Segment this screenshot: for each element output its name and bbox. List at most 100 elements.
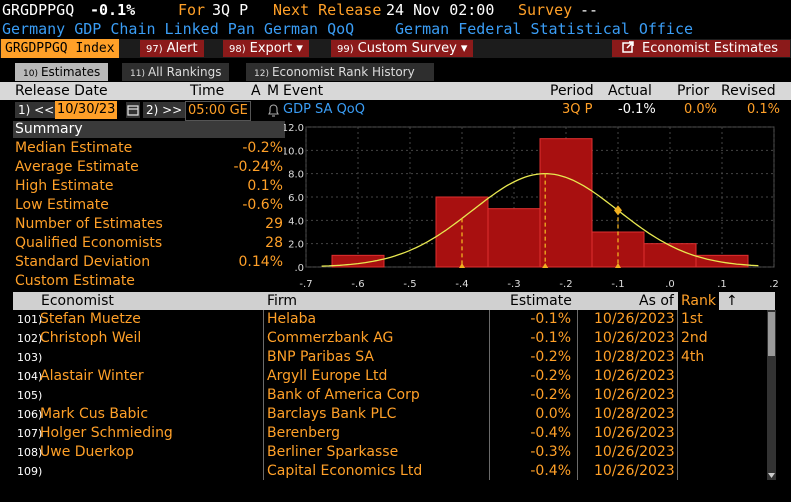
release-tz: GE xyxy=(229,103,248,118)
economist-estimates-button[interactable]: Economist Estimates xyxy=(612,40,790,57)
table-scrollbar[interactable] xyxy=(767,310,776,480)
row-number: 105) xyxy=(17,389,43,402)
prev-date-button[interactable]: 1) << xyxy=(15,102,58,118)
next-date-button[interactable]: 2) >> xyxy=(143,102,186,118)
row-firm[interactable]: Capital Economics Ltd xyxy=(267,463,423,479)
row-as-of: 10/26/2023 xyxy=(594,330,675,346)
row-estimate: -0.2% xyxy=(530,368,571,384)
index-ticker-box[interactable]: GRGDPPGQ Index xyxy=(1,39,119,58)
summary-value: -0.6% xyxy=(242,197,283,213)
estimate-marker-triangle xyxy=(459,263,465,268)
row-number: 103) xyxy=(17,351,43,364)
economist-estimates-label: Economist Estimates xyxy=(642,41,778,56)
sort-arrow-icon[interactable]: ↑ xyxy=(726,293,738,309)
row-firm[interactable]: Bank of America Corp xyxy=(267,387,420,403)
scrollbar-thumb[interactable] xyxy=(768,312,775,356)
alert-num: 97) xyxy=(146,44,163,55)
table-row[interactable]: 105) Bank of America Corp -0.2% 10/26/2023 xyxy=(13,386,767,405)
for-period: 3Q P xyxy=(212,1,249,19)
col-estimate[interactable]: Estimate xyxy=(510,293,572,309)
row-firm[interactable]: Berliner Sparkasse xyxy=(267,444,399,460)
event-name[interactable]: GDP SA QoQ xyxy=(283,102,365,117)
table-row[interactable]: 101) Stefan Muetze Helaba -0.1% 10/26/2023 1s… xyxy=(13,310,767,329)
row-firm[interactable]: Berenberg xyxy=(267,425,341,441)
histogram-bar xyxy=(643,243,697,268)
summary-row-low: Low Estimate -0.6% xyxy=(15,196,283,215)
row-firm[interactable]: Argyll Europe Ltd xyxy=(267,368,388,384)
row-economist[interactable]: Stefan Muetze xyxy=(40,311,141,327)
row-as-of: 10/28/2023 xyxy=(594,406,675,422)
header-line-2: Germany GDP Chain Linked Pan German QoQ … xyxy=(0,20,791,38)
external-link-icon xyxy=(622,41,634,53)
table-row[interactable]: 106) Mark Cus Babic Barclays Bank PLC 0.0% 1… xyxy=(13,405,767,424)
tab-estimates[interactable]: 10) Estimates xyxy=(15,63,109,81)
row-firm[interactable]: Helaba xyxy=(267,311,317,327)
bell-icon[interactable] xyxy=(268,104,279,117)
tab-all-rankings-label: All Rankings xyxy=(147,65,222,79)
tab-rank-history-label: Economist Rank History xyxy=(271,65,415,79)
summary-label: Median Estimate xyxy=(15,140,133,156)
alert-button[interactable]: 97) Alert xyxy=(140,40,204,57)
row-estimate: -0.4% xyxy=(530,425,571,441)
row-economist[interactable]: Mark Cus Babic xyxy=(40,406,149,422)
col-economist[interactable]: Economist xyxy=(41,293,114,309)
tab-all-rankings-num: 11) xyxy=(130,69,145,79)
row-as-of: 10/26/2023 xyxy=(594,387,675,403)
col-rank[interactable]: Rank xyxy=(678,292,719,310)
row-firm[interactable]: Barclays Bank PLC xyxy=(267,406,397,422)
y-tick-label: 6.0 xyxy=(288,193,304,204)
table-row[interactable]: 107) Holger Schmieding Berenberg -0.4% 10/26… xyxy=(13,424,767,443)
row-economist[interactable]: Uwe Duerkop xyxy=(40,444,134,460)
table-row[interactable]: 108) Uwe Duerkop Berliner Sparkasse -0.3% 10… xyxy=(13,443,767,462)
row-estimate: -0.2% xyxy=(530,349,571,365)
release-time-value: 05:00 xyxy=(188,103,226,118)
row-firm[interactable]: BNP Paribas SA xyxy=(267,349,374,365)
row-rank: 1st xyxy=(681,311,703,327)
x-tick-label: -.4 xyxy=(455,279,468,290)
row-number: 108) xyxy=(17,446,43,459)
calendar-icon xyxy=(127,105,139,116)
calendar-button[interactable] xyxy=(126,102,140,118)
col-firm[interactable]: Firm xyxy=(267,293,298,309)
summary-label: High Estimate xyxy=(15,178,114,194)
for-label: For xyxy=(178,1,206,19)
x-tick-label: .1 xyxy=(717,279,727,290)
table-row[interactable]: 103) BNP Paribas SA -0.2% 10/28/2023 4th xyxy=(13,348,767,367)
row-firm[interactable]: Commerzbank AG xyxy=(267,330,394,346)
tab-economist-rank-history[interactable]: 12) Economist Rank History xyxy=(246,63,434,81)
release-date-input[interactable]: 10/30/23 xyxy=(55,101,118,119)
export-button[interactable]: 98) Export ▾ xyxy=(223,40,309,57)
table-row[interactable]: 109) Capital Economics Ltd -0.4% 10/26/2023 xyxy=(13,462,767,481)
histogram-bar xyxy=(695,254,749,268)
x-tick-label: -.2 xyxy=(559,279,572,290)
table-row[interactable]: 102) Christoph Weil Commerzbank AG -0.1% 10/… xyxy=(13,329,767,348)
y-tick-label: 10.0 xyxy=(284,146,304,157)
row-economist[interactable]: Christoph Weil xyxy=(40,330,142,346)
histogram-bar xyxy=(539,138,593,268)
custom-survey-button[interactable]: 99) Custom Survey ▾ xyxy=(331,40,474,57)
row-economist[interactable]: Holger Schmieding xyxy=(40,425,173,441)
row-rank: 4th xyxy=(681,349,705,365)
summary-value: -0.2% xyxy=(242,140,283,156)
estimate-marker-triangle xyxy=(615,263,621,268)
row-economist[interactable]: Alastair Winter xyxy=(40,368,144,384)
summary-header: Summary xyxy=(13,121,285,138)
tab-all-rankings[interactable]: 11) All Rankings xyxy=(122,63,230,81)
next-release-label: Next Release xyxy=(273,1,382,19)
summary-row-custom[interactable]: Custom Estimate xyxy=(15,272,283,291)
col-as-of[interactable]: As of xyxy=(639,293,674,309)
scroll-down-icon[interactable] xyxy=(767,471,776,479)
custom-survey-num: 99) xyxy=(337,44,354,55)
summary-row-high: High Estimate 0.1% xyxy=(15,177,283,196)
row-as-of: 10/26/2023 xyxy=(594,425,675,441)
summary-value: 0.14% xyxy=(238,254,283,270)
table-row[interactable]: 104) Alastair Winter Argyll Europe Ltd -0.2… xyxy=(13,367,767,386)
release-prior: 0.0% xyxy=(684,102,718,117)
y-tick-label: 12.0 xyxy=(284,123,304,134)
export-label: Export ▾ xyxy=(249,41,303,56)
security-description: Germany GDP Chain Linked Pan German QoQ xyxy=(2,20,355,38)
column-divider xyxy=(263,310,264,480)
row-estimate: -0.1% xyxy=(530,311,571,327)
summary-value: 0.1% xyxy=(247,178,283,194)
y-tick-label: 8.0 xyxy=(288,170,304,181)
